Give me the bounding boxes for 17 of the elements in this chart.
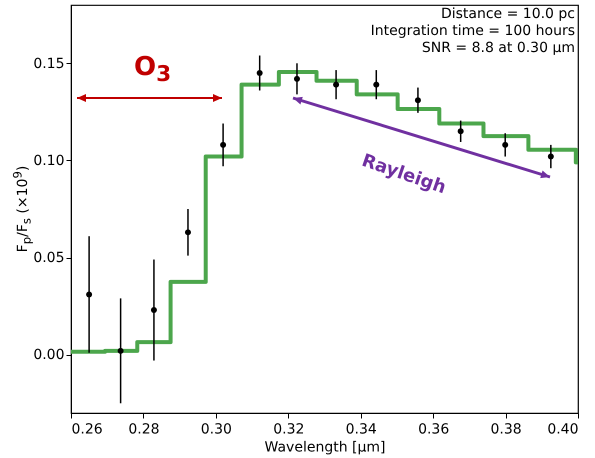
annotation: Integration time = 100 hours bbox=[370, 23, 575, 39]
annotation: O$_{3}$ bbox=[134, 52, 172, 88]
x-tick-label: 0.40 bbox=[547, 422, 578, 438]
annotation: SNR = 8.8 at 0.30 μm bbox=[422, 40, 575, 56]
x-tick-label: 0.26 bbox=[72, 422, 103, 438]
x-tick-label: 0.34 bbox=[346, 422, 377, 438]
annotation: Distance = 10.0 pc bbox=[440, 6, 575, 22]
y-tick-label: 0.05 bbox=[33, 250, 64, 266]
x-tick-label: 0.28 bbox=[128, 422, 160, 438]
x-tick-label: 0.38 bbox=[490, 422, 522, 438]
x-axis-title: Wavelength [μm] bbox=[264, 440, 386, 456]
x-tick-label: 0.32 bbox=[273, 422, 304, 438]
y-tick-label: 0.15 bbox=[33, 56, 64, 72]
y-tick-label: 0.00 bbox=[33, 347, 64, 364]
y-tick-label: 0.10 bbox=[33, 152, 64, 169]
x-tick-label: 0.30 bbox=[200, 422, 232, 438]
x-tick-label: 0.36 bbox=[418, 422, 450, 438]
